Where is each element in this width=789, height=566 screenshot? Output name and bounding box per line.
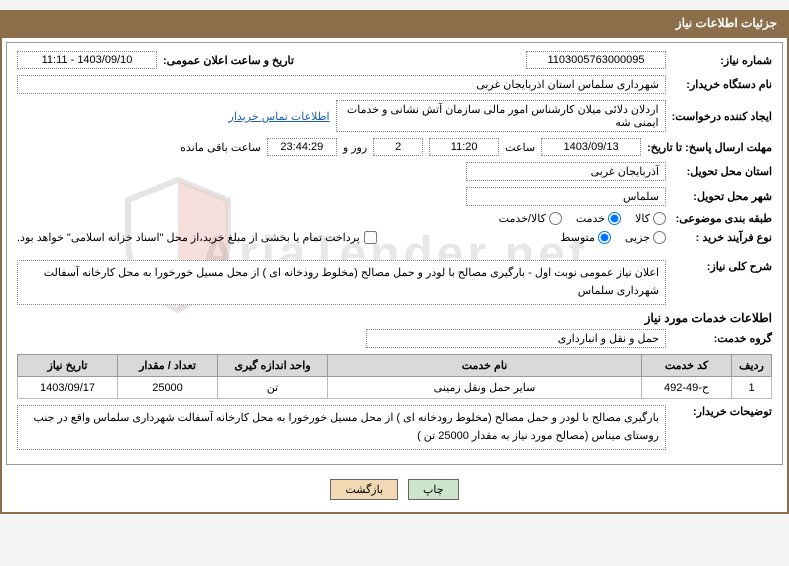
main-panel: AriaTender.net شماره نیاز: 1103005763000… [0, 36, 779, 514]
button-row: چاپ بازگشت [0, 471, 773, 508]
row-buyer-desc: توضیحات خریدار: بارگیری مصالح با لودر و … [7, 405, 762, 450]
field-overview: اعلان نیاز عمومی نوبت اول - بارگیری مصال… [7, 260, 656, 305]
row-buyer-org: نام دستگاه خریدار: شهرداری سلماس استان ا… [7, 75, 762, 94]
field-service-group: حمل و نقل و انبارداری [356, 329, 656, 348]
label-need-no: شماره نیاز: [662, 54, 762, 67]
label-purchase-type: نوع فرآیند خرید : [662, 231, 762, 244]
row-province: استان محل تحویل: آذربایجان غربی [7, 162, 762, 181]
payment-note-text: پرداخت تمام یا بخشی از مبلغ خرید،از محل … [7, 231, 350, 244]
radio-minor[interactable] [643, 231, 656, 244]
row-category: طبقه بندی موضوعی: کالا خدمت کالا/خدمت [7, 212, 762, 225]
main-container: جزئیات اطلاعات نیاز AriaTender.net شماره… [0, 10, 779, 514]
label-announce-dt: تاریخ و ساعت اعلان عمومی: [153, 54, 284, 67]
category-radio-group: کالا خدمت کالا/خدمت [489, 212, 656, 225]
label-days-and: روز و [333, 141, 357, 154]
table-cell-row: 1 [722, 377, 762, 399]
panel-title: جزئیات اطلاعات نیاز [666, 16, 767, 30]
payment-note-wrap: پرداخت تمام یا بخشی از مبلغ خرید،از محل … [7, 231, 367, 244]
radio-service-label[interactable]: خدمت [566, 212, 611, 225]
radio-goods-label[interactable]: کالا [625, 212, 656, 225]
table-cell-unit: تن [208, 377, 318, 399]
radio-medium[interactable] [588, 231, 601, 244]
services-info-title: اطلاعات خدمات مورد نیاز [7, 311, 762, 325]
info-fieldset: AriaTender.net شماره نیاز: 1103005763000… [0, 42, 773, 465]
field-buyer-desc: بارگیری مصالح با لودر و حمل مصالح (مخلوط… [7, 405, 656, 450]
field-need-no: 1103005763000095 [516, 51, 656, 69]
table-cell-code: ح-49-492 [632, 377, 722, 399]
row-overview: شرح کلی نیاز: اعلان نیاز عمومی نوبت اول … [7, 260, 762, 305]
label-buyer-org: نام دستگاه خریدار: [662, 78, 762, 91]
row-service-group: گروه خدمت: حمل و نقل و انبارداری [7, 329, 762, 348]
label-category: طبقه بندی موضوعی: [662, 212, 762, 225]
radio-goods-service-label[interactable]: کالا/خدمت [489, 212, 552, 225]
table-cell-qty: 25000 [108, 377, 208, 399]
panel-title-bar: جزئیات اطلاعات نیاز [0, 10, 779, 36]
field-buyer-org: شهرداری سلماس استان اذربایجان غربی [7, 75, 656, 94]
th-name: نام خدمت [318, 355, 632, 377]
label-time-remaining: ساعت باقی مانده [170, 141, 251, 154]
services-table: ردیف کد خدمت نام خدمت واحد اندازه گیری ت… [7, 354, 762, 399]
field-remaining-time: 23:44:29 [257, 138, 327, 156]
table-row: 1ح-49-492سایر حمل ونقل زمینیتن250001403/… [8, 377, 762, 399]
field-province: آذربایجان غربی [456, 162, 656, 181]
th-date: تاریخ نیاز [8, 355, 108, 377]
payment-checkbox[interactable] [354, 231, 367, 244]
row-city: شهر محل تحویل: سلماس [7, 187, 762, 206]
print-button[interactable]: چاپ [398, 479, 449, 500]
th-qty: تعداد / مقدار [108, 355, 208, 377]
label-city: شهر محل تحویل: [662, 190, 762, 203]
table-cell-date: 1403/09/17 [8, 377, 108, 399]
row-requester: ایجاد کننده درخواست: اردلان دلائی میلان … [7, 100, 762, 132]
row-need-no: شماره نیاز: 1103005763000095 تاریخ و ساع… [7, 51, 762, 69]
back-button[interactable]: بازگشت [320, 479, 388, 500]
radio-goods[interactable] [643, 212, 656, 225]
table-header-row: ردیف کد خدمت نام خدمت واحد اندازه گیری ت… [8, 355, 762, 377]
label-province: استان محل تحویل: [662, 165, 762, 178]
th-code: کد خدمت [632, 355, 722, 377]
field-remaining-days: 2 [363, 138, 413, 156]
th-unit: واحد اندازه گیری [208, 355, 318, 377]
field-requester: اردلان دلائی میلان کارشناس امور مالی ساز… [326, 100, 656, 132]
th-row: ردیف [722, 355, 762, 377]
row-purchase-type: نوع فرآیند خرید : جزیی متوسط پرداخت تمام… [7, 231, 762, 244]
field-deadline-time: 11:20 [419, 138, 489, 156]
label-service-group: گروه خدمت: [662, 332, 762, 345]
radio-goods-service[interactable] [539, 212, 552, 225]
label-deadline: مهلت ارسال پاسخ: تا تاریخ: [637, 141, 762, 154]
label-requester: ایجاد کننده درخواست: [662, 110, 762, 123]
radio-minor-label[interactable]: جزیی [615, 231, 656, 244]
field-city: سلماس [456, 187, 656, 206]
field-deadline-date: 1403/09/13 [531, 138, 631, 156]
purchase-type-radio-group: جزیی متوسط [550, 231, 656, 244]
radio-service[interactable] [598, 212, 611, 225]
label-buyer-desc: توضیحات خریدار: [662, 405, 762, 418]
label-time: ساعت [495, 141, 525, 154]
buyer-contact-link[interactable]: اطلاعات تماس خریدار [219, 110, 320, 123]
label-overview: شرح کلی نیاز: [662, 260, 762, 273]
row-deadline: مهلت ارسال پاسخ: تا تاریخ: 1403/09/13 سا… [7, 138, 762, 156]
field-announce-dt: 1403/09/10 - 11:11 [7, 51, 147, 69]
radio-medium-label[interactable]: متوسط [550, 231, 601, 244]
table-cell-name: سایر حمل ونقل زمینی [318, 377, 632, 399]
